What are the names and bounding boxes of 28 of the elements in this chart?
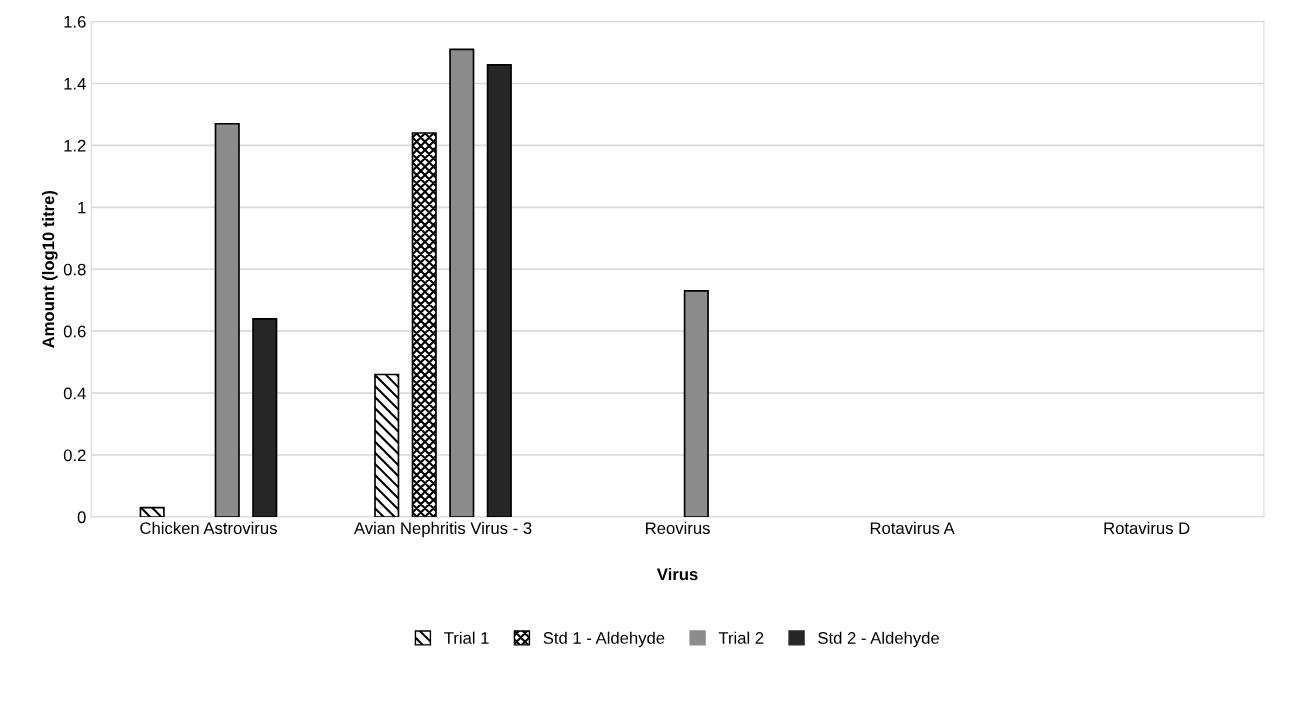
y-tick-label: 0.4 [63,387,86,400]
y-tick-label: 1.4 [64,78,86,90]
legend-label: Trial 2 [718,631,764,644]
y-tick-label: 0 [77,511,86,524]
y-tick-label: 0.6 [63,325,86,338]
bar [139,506,165,517]
bar [683,290,709,517]
bar [486,64,512,517]
bar [252,317,278,517]
y-tick-label: 0.8 [63,263,86,276]
x-tick-label: Rotavirus D [1104,521,1190,535]
y-axis-title: Amount (log10 titre) [42,190,58,348]
bar [374,373,400,517]
legend-label: Trial 1 [444,631,489,644]
x-tick-label: Avian Nephritis Virus - 3 [353,521,532,538]
x-tick-label: Chicken Astrovirus [140,521,277,535]
x-tick-label: Rotavirus A [870,521,955,535]
y-tick-label: 1.2 [64,139,86,152]
bar [411,132,437,517]
x-tick-label: Reovirus [646,521,710,535]
x-axis-title: Virus [656,567,698,581]
legend-label: Std 2 - Aldehyde [818,631,939,648]
y-tick-label: 1 [78,201,86,214]
legend-label: Std 1 - Aldehyde [543,631,665,648]
y-tick-label: 1.6 [64,15,86,28]
bar [214,122,240,517]
y-tick-label: 0.2 [63,449,86,462]
bar [449,48,475,517]
